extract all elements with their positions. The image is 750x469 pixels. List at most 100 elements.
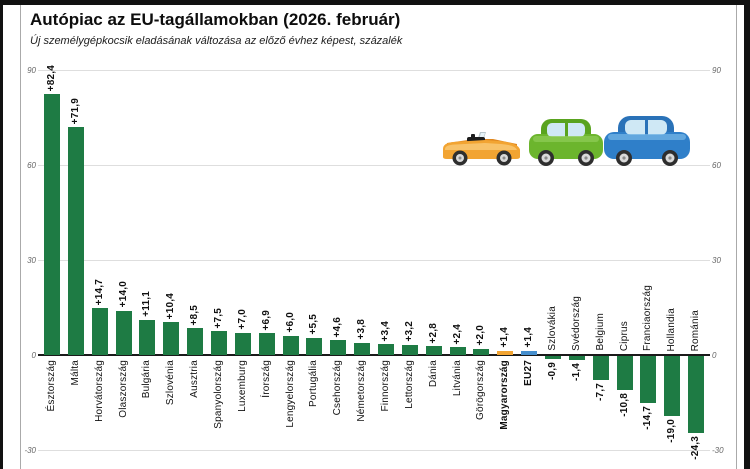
bar-label-Szlovákia: Szlovákia xyxy=(546,306,558,351)
frame-inner-right-line xyxy=(736,5,737,469)
frame-border-left xyxy=(0,0,3,469)
bar-label-Belgium: Belgium xyxy=(594,313,606,351)
blue-car-icon xyxy=(604,116,690,166)
bar-label-Görögország: Görögország xyxy=(475,360,487,421)
bar-Lettország xyxy=(401,344,418,355)
y-axis-tick-left: -30 xyxy=(24,446,36,455)
bar-label-Litvánia: Litvánia xyxy=(451,360,463,397)
bar-value-Portugália: +5,5 xyxy=(308,314,320,335)
bar-value-Lettország: +3,2 xyxy=(403,321,415,342)
bar-label-Ausztria: Ausztria xyxy=(189,360,201,398)
bar-Litvánia xyxy=(449,347,466,355)
bar-label-Dánia: Dánia xyxy=(427,360,439,388)
frame-border-right xyxy=(744,0,750,469)
bar-value-Szlovákia: -0,9 xyxy=(546,361,558,380)
bar-value-Svédország: -1,4 xyxy=(570,363,582,382)
bar-Görögország xyxy=(473,348,490,355)
bar-label-Finnország: Finnország xyxy=(379,360,391,412)
bar-value-Szlovénia: +10,4 xyxy=(165,292,177,320)
bar-value-Bulgária: +11,1 xyxy=(141,291,153,317)
bar-value-Luxemburg: +7,0 xyxy=(236,309,248,330)
bar-label-Lengyelország: Lengyelország xyxy=(284,360,296,428)
bar-value-Görögország: +2,0 xyxy=(475,325,487,346)
bar-label-Magyarország: Magyarország xyxy=(499,360,511,430)
bar-Dánia xyxy=(425,346,442,355)
bar-Luxemburg xyxy=(234,332,251,355)
bar-value-Ciprus: -10,8 xyxy=(618,393,630,417)
bar-value-Dánia: +2,8 xyxy=(427,322,439,344)
bar-label-Luxemburg: Luxemburg xyxy=(236,360,248,412)
y-axis-tick-left: 90 xyxy=(27,66,36,75)
bar-label-Olaszország: Olaszország xyxy=(117,360,129,418)
bar-Németország xyxy=(354,342,371,355)
bar-value-Olaszország: +14,0 xyxy=(117,281,129,308)
bar-value-Ausztria: +8,5 xyxy=(189,304,201,326)
bar-label-Románia: Románia xyxy=(690,309,702,351)
bar-value-Csehország: +4,6 xyxy=(332,316,344,338)
gridline--30 xyxy=(38,450,710,451)
bar-Olaszország xyxy=(115,310,132,355)
bar-Szlovénia xyxy=(163,322,180,355)
y-axis-tick-right: 90 xyxy=(712,66,721,75)
bar-value-Írország: +6,9 xyxy=(260,309,272,331)
y-axis-tick-right: 0 xyxy=(712,351,717,360)
green-car-icon xyxy=(529,119,603,166)
gridline-60 xyxy=(38,165,710,166)
chart-subtitle: Új személygépkocsik eladásának változása… xyxy=(30,35,403,47)
bar-value-Finnország: +3,4 xyxy=(379,320,391,342)
bar-value-Litvánia: +2,4 xyxy=(451,323,463,345)
bar-value-Lengyelország: +6,0 xyxy=(284,312,296,333)
bar-value-Franciaország: -14,7 xyxy=(642,405,654,430)
bar-label-Csehország: Csehország xyxy=(332,360,344,416)
bar-EU27 xyxy=(521,350,538,355)
bar-label-Írország: Írország xyxy=(260,360,272,398)
y-axis-tick-left: 30 xyxy=(27,256,36,265)
bar-label-Lettország: Lettország xyxy=(403,360,415,409)
orange-convertible-car-icon xyxy=(443,132,520,166)
bar-Írország xyxy=(258,333,275,355)
bar-Ciprus xyxy=(616,356,633,391)
bar-label-Bulgária: Bulgária xyxy=(141,360,153,399)
bar-Belgium xyxy=(592,356,609,381)
bar-label-Szlovénia: Szlovénia xyxy=(165,360,177,406)
bar-Bulgária xyxy=(139,319,156,355)
y-axis-tick-right: 30 xyxy=(712,256,721,265)
bar-value-Magyarország: +1,4 xyxy=(499,327,511,348)
bar-Portugália xyxy=(306,337,323,355)
y-axis-tick-left: 0 xyxy=(31,351,36,360)
bar-Szlovákia xyxy=(544,356,561,359)
bar-value-Spanyolország: +7,5 xyxy=(212,307,224,329)
bar-value-Málta: +71,9 xyxy=(69,98,81,125)
frame-inner-left-line xyxy=(20,5,21,469)
bar-Csehország xyxy=(330,340,347,355)
bar-label-Ciprus: Ciprus xyxy=(618,320,630,351)
bar-Észtország xyxy=(43,94,60,355)
gridline-30 xyxy=(38,260,710,261)
bar-value-Németország: +3,8 xyxy=(356,319,368,340)
bar-value-EU27: +1,4 xyxy=(523,327,535,348)
bar-label-Hollandia: Hollandia xyxy=(666,307,678,352)
page-title: Autópiac az EU-tagállamokban (2026. febr… xyxy=(30,10,401,29)
bar-label-Portugália: Portugália xyxy=(308,360,320,408)
frame-border-top xyxy=(0,0,750,5)
bar-Horvátország xyxy=(91,308,108,355)
bar-label-Málta: Málta xyxy=(69,360,81,386)
bar-Románia xyxy=(688,356,705,433)
bar-label-Svédország: Svédország xyxy=(570,296,582,351)
x-axis-zero-line xyxy=(38,354,710,356)
bar-label-Észtország: Észtország xyxy=(45,360,57,412)
y-axis-tick-left: 60 xyxy=(27,161,36,170)
bar-Magyarország xyxy=(497,350,514,355)
bar-Franciaország xyxy=(640,356,657,403)
bar-label-EU27: EU27 xyxy=(523,360,535,386)
bar-Ausztria xyxy=(187,328,204,355)
bar-Lengyelország xyxy=(282,336,299,355)
y-axis-tick-right: -30 xyxy=(712,446,724,455)
y-axis-tick-right: 60 xyxy=(712,161,721,170)
bar-Málta xyxy=(67,127,84,355)
bar-Hollandia xyxy=(664,356,681,417)
bar-value-Horvátország: +14,7 xyxy=(93,279,105,306)
gridline-90 xyxy=(38,70,710,71)
bar-label-Németország: Németország xyxy=(356,360,368,422)
